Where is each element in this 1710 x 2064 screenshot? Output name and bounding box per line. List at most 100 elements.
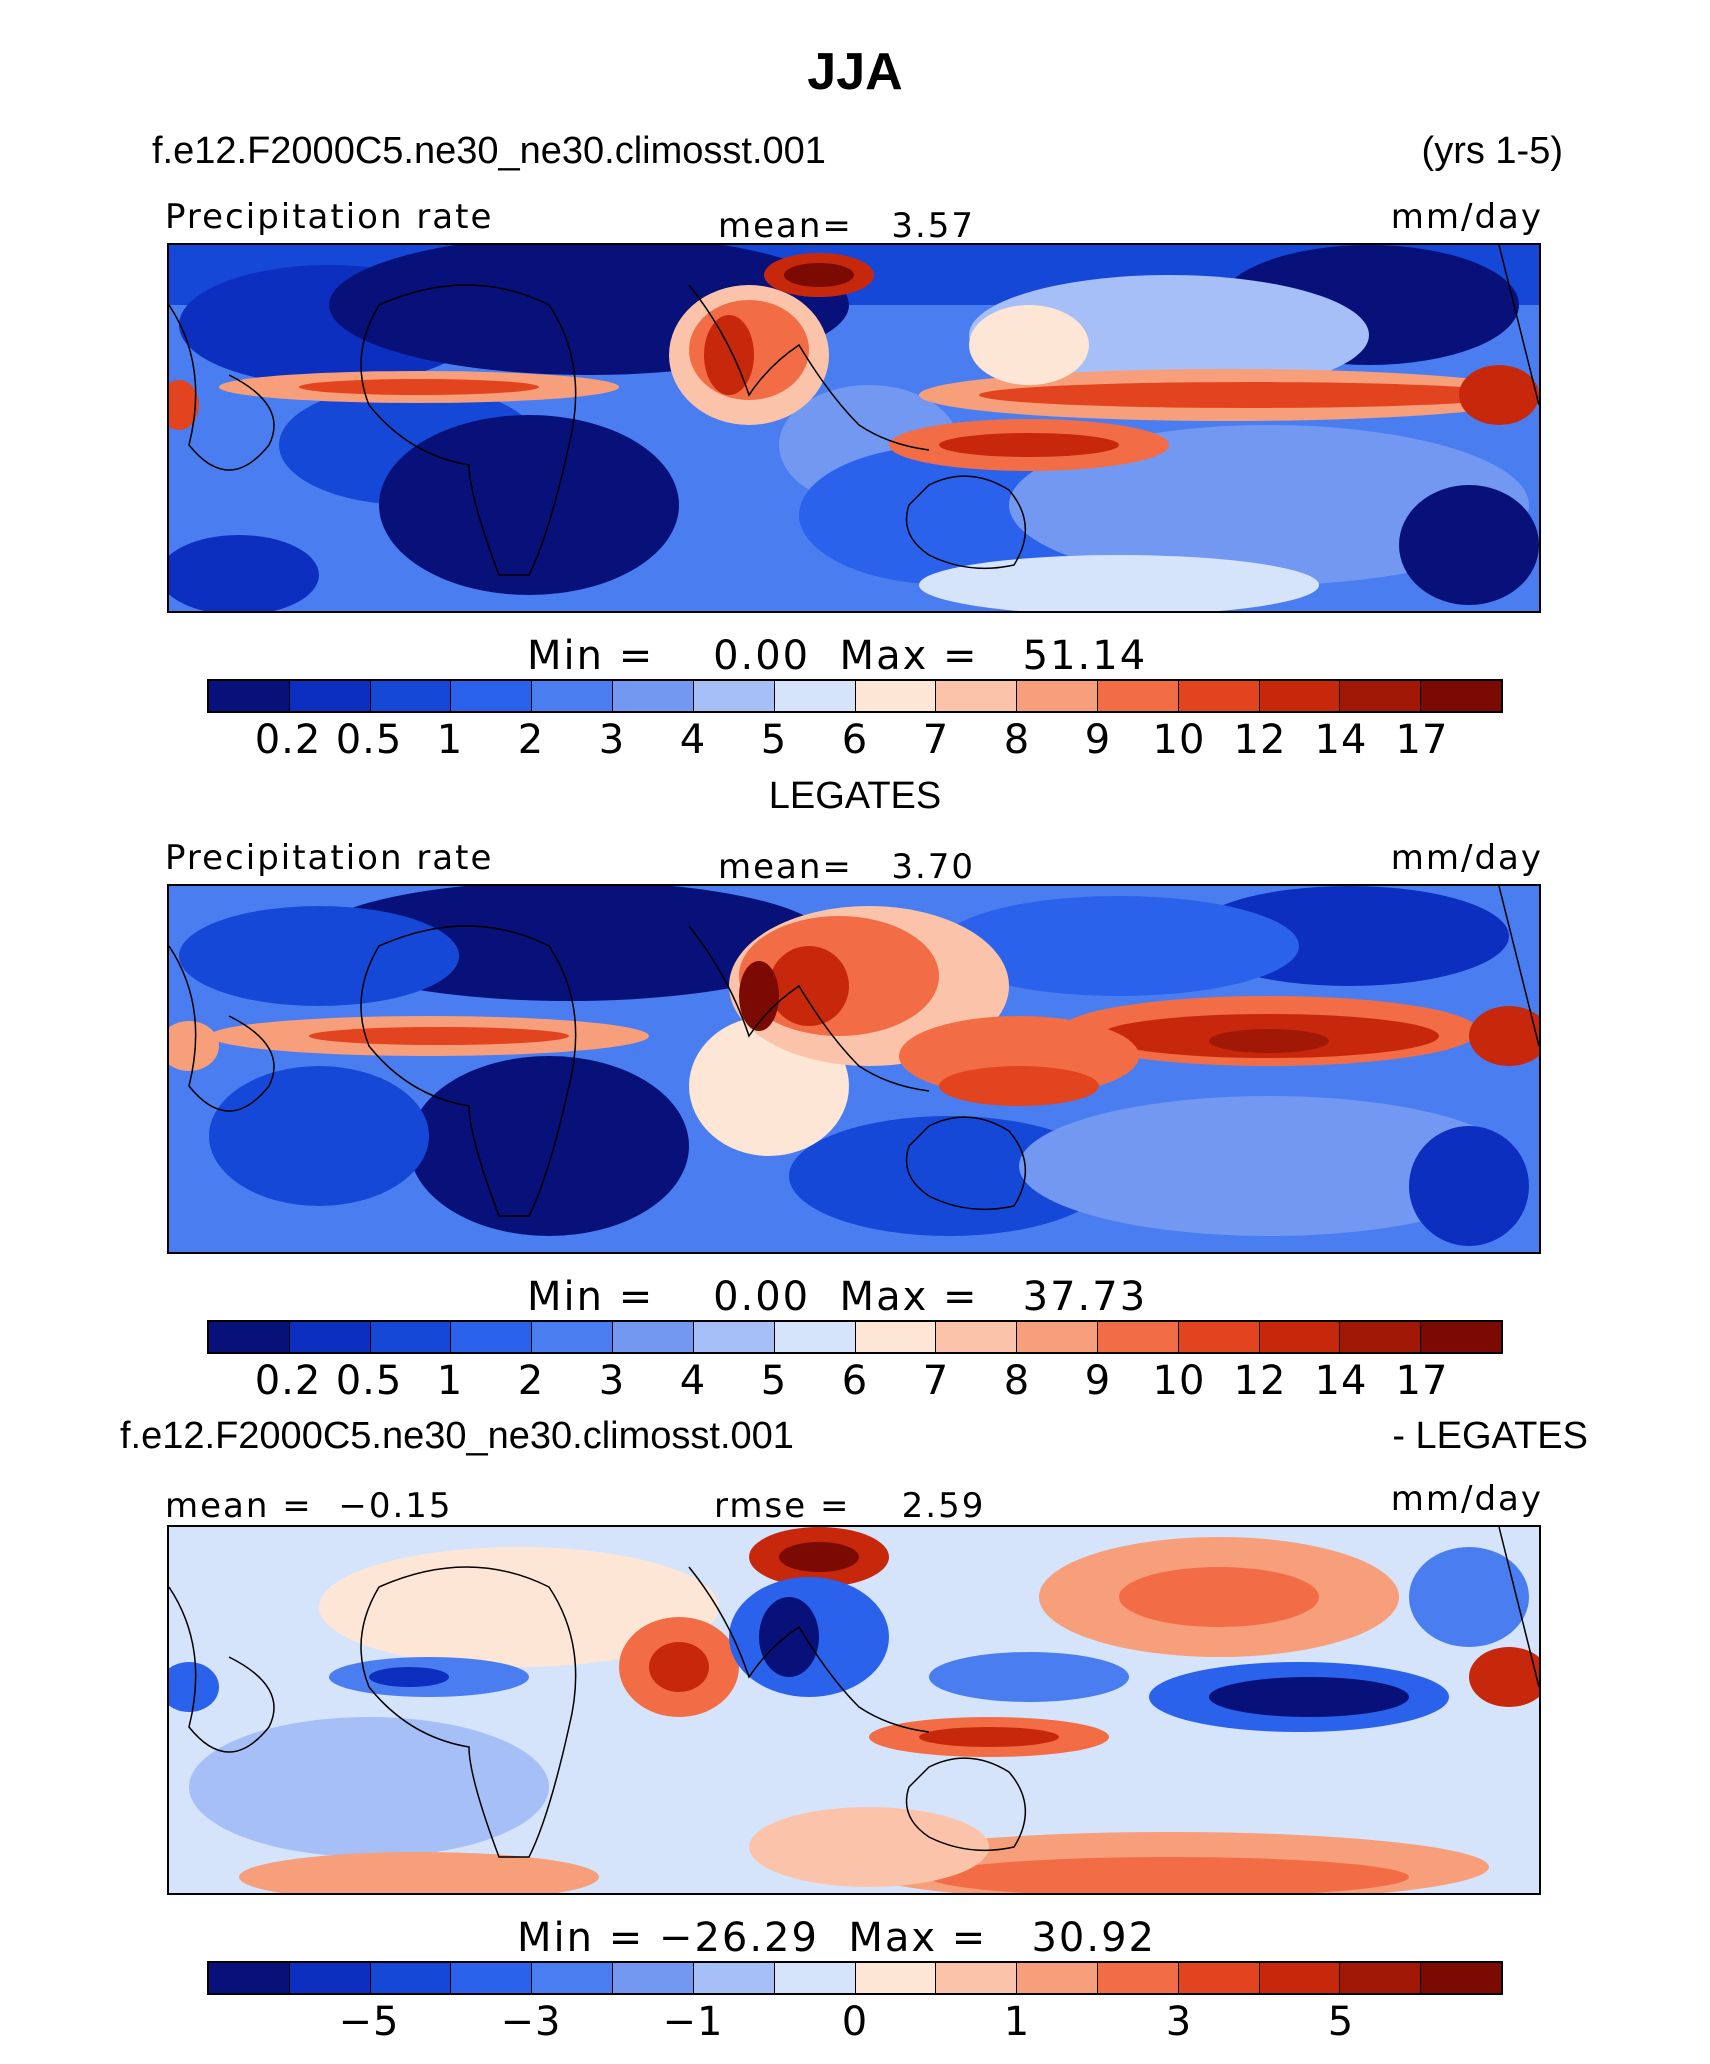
colorbar-tick-label: 6 (841, 717, 869, 763)
colorbar-swatch (693, 1322, 775, 1352)
colorbar-swatch (1340, 681, 1422, 711)
colorbar-tick-label: 1 (436, 717, 464, 763)
colorbar-tick-label: 7 (922, 1358, 950, 1404)
colorbar-swatch (936, 1963, 1018, 1993)
colorbar (207, 1961, 1503, 1995)
colorbar-swatch (774, 1963, 856, 1993)
colorbar-tick-label: 5 (760, 717, 788, 763)
colorbar-swatch (1178, 681, 1260, 711)
colorbar-tick-label: 10 (1152, 1358, 1206, 1404)
colorbar-swatch (1259, 1963, 1341, 1993)
colorbar-swatch (289, 1322, 371, 1352)
colorbar-swatch (1421, 681, 1501, 711)
colorbar-ticks: 0.2 0.5 1 2 3 4 5 6 7 8 9 10 12 14 17 (207, 717, 1503, 763)
diff-precip-map (167, 1525, 1541, 1895)
colorbar-tick-label: 7 (922, 717, 950, 763)
colorbar-swatch (370, 681, 452, 711)
colorbar-swatch (1340, 1322, 1422, 1352)
colorbar-swatch (855, 1322, 937, 1352)
years-label: (yrs 1-5) (1421, 130, 1563, 172)
colorbar-tick-label: 6 (841, 1358, 869, 1404)
colorbar-tick-label: 3 (1165, 1999, 1193, 2045)
colorbar-swatch (1340, 1963, 1422, 1993)
mean-label: mean = −0.15 (165, 1486, 453, 1526)
colorbar-tick-label: 0.2 (254, 1358, 322, 1404)
colorbar-tick-label: −1 (662, 1999, 724, 2045)
colorbar-tick-label: 3 (598, 1358, 626, 1404)
colorbar-swatch (1178, 1963, 1260, 1993)
colorbar-swatch (1259, 1322, 1341, 1352)
colorbar-swatch (613, 681, 694, 711)
colorbar-tick-label: 0.5 (335, 717, 403, 763)
diff-case-label: f.e12.F2000C5.ne30_ne30.climosst.001 (120, 1415, 794, 1457)
units-label: mm/day (1390, 1479, 1543, 1519)
colorbar-tick-label: 2 (517, 1358, 545, 1404)
colorbar-swatch (451, 1963, 533, 1993)
colorbar-swatch (209, 1322, 290, 1352)
colorbar-swatch (855, 681, 937, 711)
obs-precip-field (169, 886, 1539, 1252)
colorbar-tick-label: 2 (517, 717, 545, 763)
colorbar-swatch (693, 1963, 775, 1993)
colorbar-tick-label: 9 (1084, 717, 1112, 763)
minmax-label: Min = 0.00 Max = 51.14 (527, 633, 1148, 679)
colorbar-tick-label: 8 (1003, 1358, 1031, 1404)
colorbar-tick-label: 1 (436, 1358, 464, 1404)
colorbar-tick-label: 4 (679, 1358, 707, 1404)
colorbar-swatch (1097, 681, 1179, 711)
colorbar (207, 1320, 1503, 1354)
colorbar-swatch (370, 1322, 452, 1352)
colorbar-swatch (1017, 1963, 1098, 1993)
colorbar-tick-label: 0 (841, 1999, 869, 2045)
colorbar-swatch (532, 681, 614, 711)
model-precip-map (167, 243, 1541, 613)
colorbar-swatch (370, 1963, 452, 1993)
obs-precip-map (167, 884, 1541, 1254)
colorbar-tick-label: 17 (1395, 1358, 1449, 1404)
variable-label: Precipitation rate (165, 838, 494, 878)
minmax-label: Min = −26.29 Max = 30.92 (517, 1915, 1156, 1961)
colorbar-tick-label: 3 (598, 717, 626, 763)
colorbar-tick-label: 0.5 (335, 1358, 403, 1404)
colorbar-ticks: −5 −3 −1 0 1 3 5 (207, 1999, 1503, 2045)
minmax-label: Min = 0.00 Max = 37.73 (527, 1274, 1148, 1320)
colorbar-tick-label: 10 (1152, 717, 1206, 763)
variable-label: Precipitation rate (165, 197, 494, 237)
mean-label: mean= 3.57 (718, 206, 976, 246)
mean-label: mean= 3.70 (718, 847, 976, 887)
colorbar-tick-label: 14 (1314, 1358, 1368, 1404)
colorbar-swatch (613, 1963, 694, 1993)
colorbar-swatch (209, 681, 290, 711)
colorbar-swatch (613, 1322, 694, 1352)
colorbar-swatch (855, 1963, 937, 1993)
colorbar-swatch (532, 1963, 614, 1993)
colorbar-swatch (1421, 1322, 1501, 1352)
colorbar-swatch (1259, 681, 1341, 711)
colorbar-swatch (1017, 681, 1098, 711)
colorbar-tick-label: 14 (1314, 717, 1368, 763)
colorbar-swatch (1421, 1963, 1501, 1993)
colorbar-swatch (1017, 1322, 1098, 1352)
colorbar-swatch (451, 681, 533, 711)
colorbar-swatch (693, 681, 775, 711)
colorbar-tick-label: 17 (1395, 717, 1449, 763)
case-name-label: f.e12.F2000C5.ne30_ne30.climosst.001 (152, 130, 826, 172)
rmse-label: rmse = 2.59 (714, 1486, 986, 1526)
colorbar-swatch (936, 681, 1018, 711)
colorbar-swatch (209, 1963, 290, 1993)
colorbar-swatch (451, 1322, 533, 1352)
colorbar-swatch (1097, 1322, 1179, 1352)
colorbar-tick-label: 9 (1084, 1358, 1112, 1404)
colorbar-tick-label: 1 (1003, 1999, 1031, 2045)
model-precip-field (169, 245, 1539, 611)
colorbar-tick-label: 12 (1233, 1358, 1287, 1404)
colorbar-swatch (1178, 1322, 1260, 1352)
units-label: mm/day (1390, 197, 1543, 237)
colorbar-swatch (532, 1322, 614, 1352)
figure-title: JJA (807, 43, 903, 101)
colorbar-tick-label: 5 (760, 1358, 788, 1404)
colorbar-swatch (289, 681, 371, 711)
colorbar-tick-label: 0.2 (254, 717, 322, 763)
colorbar-swatch (774, 1322, 856, 1352)
colorbar-tick-label: 5 (1327, 1999, 1355, 2045)
